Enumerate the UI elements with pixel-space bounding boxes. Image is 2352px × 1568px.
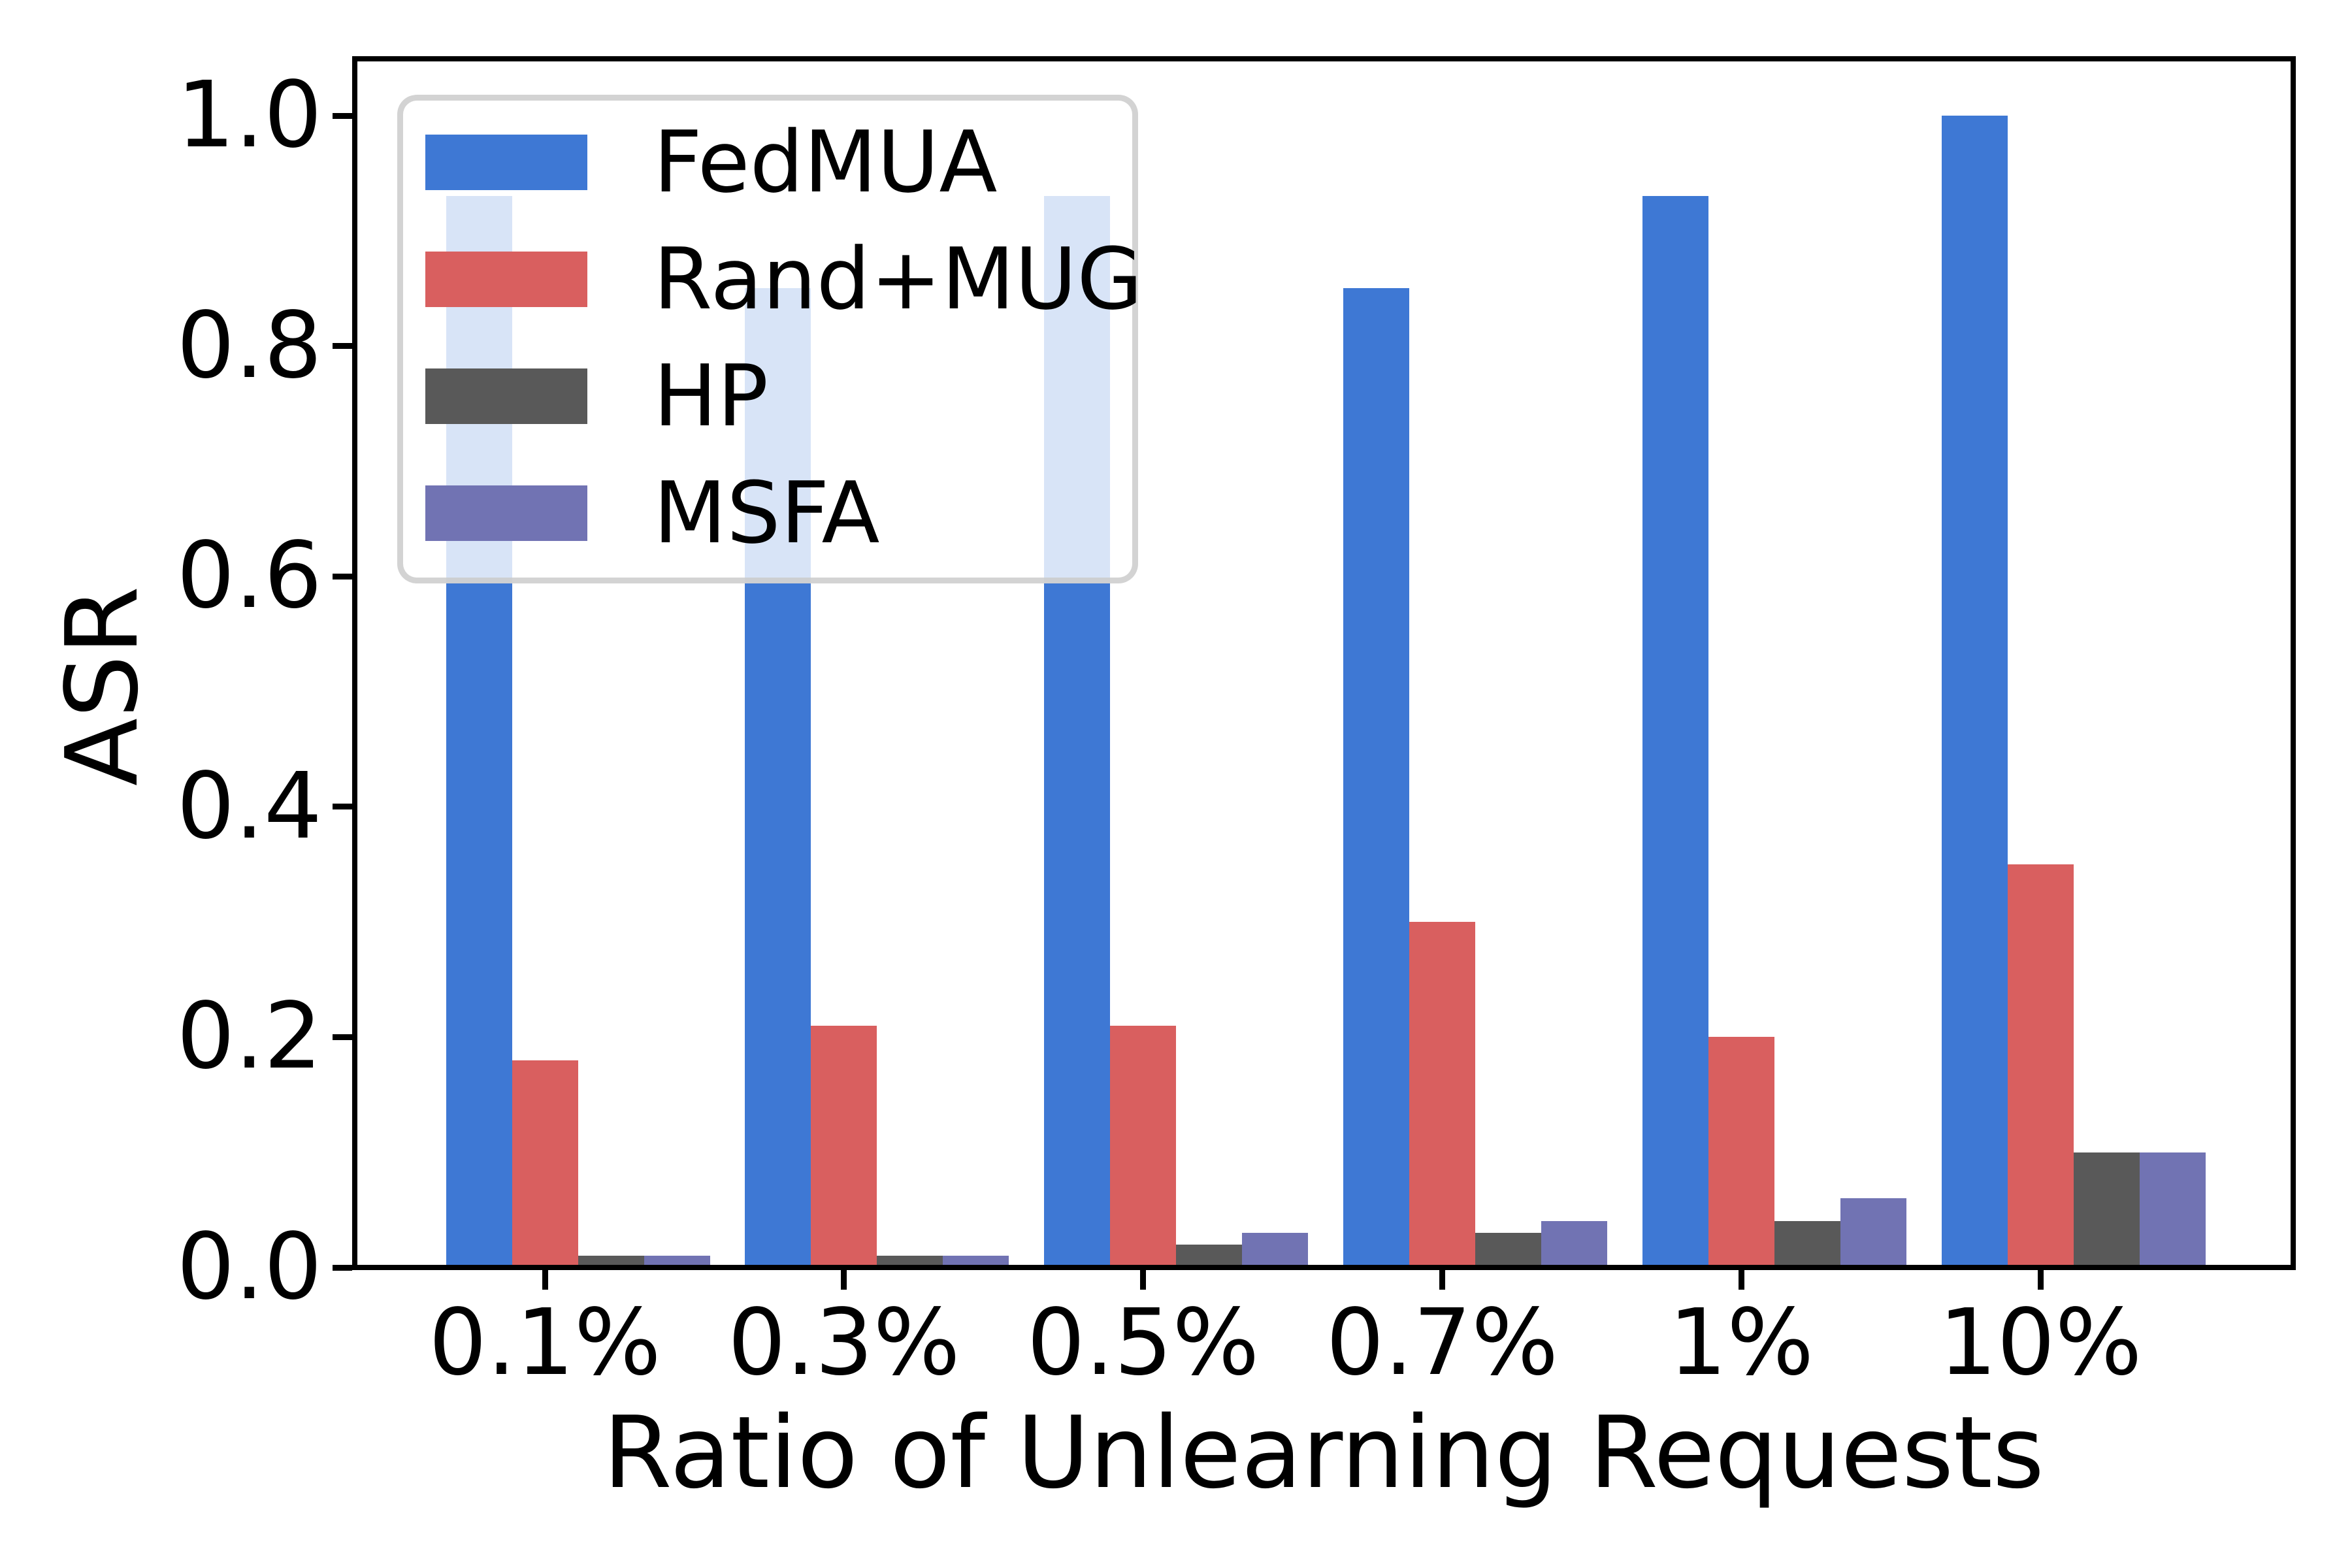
bar-FedMUA-1% [1642, 196, 1708, 1267]
y-tick-mark-0.8 [333, 343, 352, 350]
bar-Rand+MUG-0.7% [1409, 922, 1475, 1267]
bar-HP-10% [2073, 1152, 2140, 1267]
bar-MSFA-0.3% [943, 1256, 1009, 1267]
legend-label-HP: HP [653, 346, 769, 446]
x-tick-label-1%: 1% [1669, 1290, 1814, 1396]
bar-MSFA-0.5% [1242, 1233, 1309, 1267]
x-tick-label-0.5%: 0.5% [1026, 1290, 1260, 1396]
x-tick-label-0.1%: 0.1% [429, 1290, 661, 1396]
legend-label-FedMUA: FedMUA [653, 112, 998, 212]
legend-entry-MSFA: MSFA [403, 470, 1132, 556]
legend-color-swatch-FedMUA [425, 135, 587, 190]
legend-entry-Rand+MUG: Rand+MUG [403, 236, 1143, 322]
y-tick-label-0.8: 0.8 [176, 292, 322, 399]
x-tick-mark-0.7% [1439, 1270, 1445, 1290]
bar-Rand+MUG-0.5% [1110, 1025, 1177, 1267]
bar-MSFA-1% [1840, 1198, 1906, 1267]
y-tick-mark-0.2 [333, 1034, 352, 1040]
y-tick-mark-1.0 [333, 112, 352, 119]
y-tick-mark-0.4 [333, 804, 352, 810]
y-tick-label-0.4: 0.4 [176, 753, 322, 860]
bar-FedMUA-10% [1941, 116, 2008, 1267]
x-tick-label-0.3%: 0.3% [727, 1290, 960, 1396]
y-tick-label-1.0: 1.0 [176, 62, 322, 169]
bar-Rand+MUG-10% [2007, 864, 2074, 1267]
bar-HP-0.7% [1475, 1233, 1541, 1267]
legend-box: FedMUA Rand+MUG HP MSFA [397, 95, 1143, 583]
x-tick-label-10%: 10% [1938, 1290, 2142, 1396]
bar-MSFA-0.1% [644, 1256, 710, 1267]
x-tick-mark-10% [2037, 1270, 2044, 1290]
y-tick-mark-0.0 [333, 1264, 352, 1271]
legend-color-swatch-MSFA [425, 485, 587, 541]
y-tick-label-0.0: 0.0 [176, 1214, 322, 1320]
bar-MSFA-0.7% [1541, 1221, 1607, 1267]
x-tick-mark-0.5% [1140, 1270, 1147, 1290]
legend-color-swatch-HP [425, 368, 587, 424]
bar-HP-1% [1774, 1221, 1840, 1267]
x-tick-mark-0.1% [542, 1270, 548, 1290]
x-tick-mark-1% [1738, 1270, 1744, 1290]
bar-FedMUA-0.7% [1343, 288, 1409, 1267]
bar-Rand+MUG-1% [1708, 1037, 1774, 1267]
x-tick-mark-0.3% [841, 1270, 847, 1290]
bar-Rand+MUG-0.3% [811, 1025, 877, 1267]
y-tick-mark-0.6 [333, 573, 352, 580]
legend-entry-FedMUA: FedMUA [403, 119, 1132, 205]
legend-label-Rand+MUG: Rand+MUG [653, 229, 1143, 329]
bar-HP-0.5% [1176, 1244, 1243, 1267]
y-tick-label-0.6: 0.6 [176, 523, 322, 630]
y-tick-label-0.2: 0.2 [176, 983, 322, 1090]
legend-label-MSFA: MSFA [653, 463, 880, 563]
bar-Rand+MUG-0.1% [512, 1060, 578, 1267]
bar-HP-0.3% [877, 1256, 943, 1267]
legend-entry-HP: HP [403, 353, 1132, 439]
legend-color-swatch-Rand+MUG [425, 252, 587, 307]
x-axis-title: Ratio of Unlearning Requests [602, 1395, 2044, 1511]
bar-MSFA-10% [2139, 1152, 2206, 1267]
bar-HP-0.1% [578, 1256, 644, 1267]
x-tick-label-0.7%: 0.7% [1326, 1290, 1559, 1396]
